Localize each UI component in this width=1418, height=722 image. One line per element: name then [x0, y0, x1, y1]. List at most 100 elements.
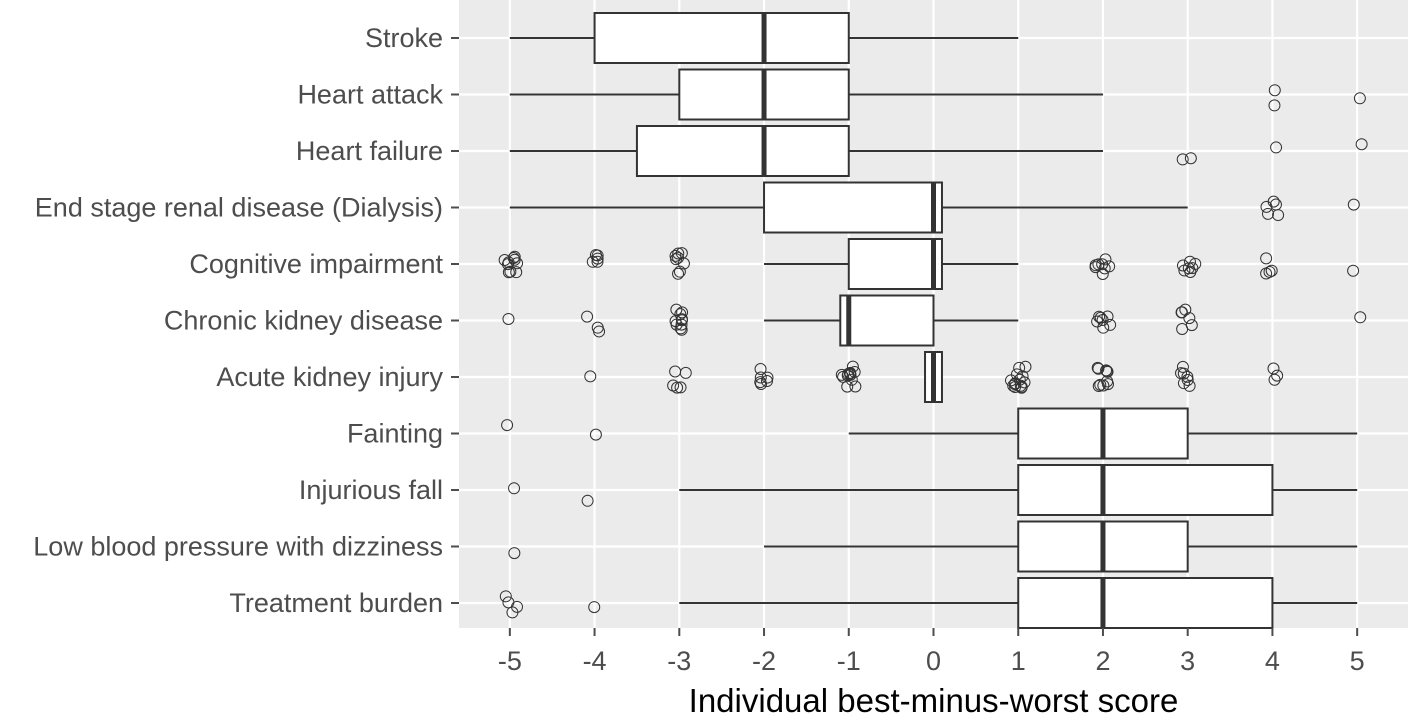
outlier-point — [841, 380, 854, 393]
outlier-point — [1355, 138, 1368, 151]
outlier-point — [1176, 259, 1189, 272]
outlier-point — [1347, 198, 1360, 211]
x-tick-label: -1 — [837, 646, 861, 676]
outlier-point — [1101, 378, 1114, 391]
outlier-point — [670, 303, 683, 316]
outlier-point — [1007, 379, 1020, 392]
box-iqr — [1017, 464, 1274, 516]
outlier-point — [1092, 362, 1105, 375]
outlier-point — [671, 381, 684, 394]
x-tick-label: 2 — [1095, 646, 1110, 676]
outlier-point — [1263, 265, 1276, 278]
outlier-point — [1175, 306, 1188, 319]
outlier-point — [511, 600, 524, 613]
box-iqr — [847, 238, 943, 290]
box-group — [509, 181, 1188, 234]
outlier-point — [670, 253, 683, 266]
outlier-point — [1183, 379, 1196, 392]
outlier-point — [1103, 260, 1116, 273]
box-iqr — [635, 125, 850, 177]
y-tick-label: Cognitive impairment — [189, 249, 443, 279]
y-axis: Stroke Heart attack Heart failure End stage… — [33, 23, 459, 618]
box-iqr — [763, 181, 943, 234]
box-group — [509, 68, 1103, 121]
box-group — [764, 294, 1019, 347]
outlier-point — [508, 547, 521, 560]
box-group — [509, 12, 1019, 64]
outlier-point — [1268, 373, 1281, 386]
x-tick-label: -4 — [583, 646, 607, 676]
outlier-point — [501, 419, 514, 432]
outlier-point — [674, 308, 687, 321]
outlier-point — [754, 371, 767, 384]
outlier-point — [1100, 364, 1113, 377]
outlier-point — [507, 251, 520, 264]
outlier-point — [1260, 252, 1273, 265]
outlier-point — [1091, 361, 1104, 374]
outlier-point — [1176, 153, 1189, 166]
outlier-point — [1091, 315, 1104, 328]
outlier-point — [593, 325, 606, 338]
outlier-point — [1181, 370, 1194, 383]
outlier-point — [754, 362, 767, 375]
outlier-point — [1096, 314, 1109, 327]
y-tick-label: Treatment burden — [229, 588, 443, 618]
outlier-point — [1269, 198, 1282, 211]
outlier-point — [1260, 200, 1273, 213]
box-group — [924, 351, 943, 403]
box-group — [509, 125, 1103, 177]
x-tick-label: 1 — [1011, 646, 1026, 676]
outlier-point — [581, 310, 594, 323]
outlier-point — [1184, 152, 1197, 165]
outlier-point — [584, 370, 597, 383]
outlier-point — [1176, 360, 1189, 373]
outlier-point — [1347, 264, 1360, 277]
outlier-point — [1101, 364, 1114, 377]
outlier-point — [1181, 374, 1194, 387]
outlier-point — [761, 375, 774, 388]
x-tick-label: 5 — [1350, 646, 1365, 676]
outlier-point — [581, 494, 594, 507]
outlier-point — [1185, 319, 1198, 332]
box-group — [764, 520, 1358, 573]
box-group — [848, 407, 1358, 460]
outlier-point — [1009, 378, 1022, 391]
outliers-layer — [498, 84, 1368, 619]
outlier-point — [672, 247, 685, 260]
outlier-point — [761, 371, 774, 384]
outlier-point — [589, 428, 602, 441]
outlier-point — [1177, 377, 1190, 390]
x-tick-label: 4 — [1265, 646, 1280, 676]
outlier-point — [1179, 303, 1192, 316]
outlier-point — [1014, 379, 1027, 392]
boxes-layer — [509, 12, 1358, 629]
y-tick-label: Acute kidney injury — [216, 362, 443, 392]
outlier-point — [844, 368, 857, 381]
outlier-point — [1182, 262, 1195, 275]
outlier-point — [499, 590, 512, 603]
y-tick-label: End stage renal disease (Dialysis) — [35, 193, 443, 223]
outlier-point — [845, 373, 858, 386]
box-iqr — [839, 294, 935, 347]
outlier-point — [755, 378, 768, 391]
outlier-point — [1009, 380, 1022, 393]
outlier-point — [1097, 321, 1110, 334]
outlier-point — [1268, 99, 1281, 112]
outlier-point — [591, 255, 604, 268]
y-tick-label: Injurious fall — [299, 475, 443, 505]
outlier-point — [1013, 361, 1026, 374]
outlier-point — [1094, 378, 1107, 391]
box-group — [764, 238, 1019, 290]
x-tick-label: -3 — [667, 646, 691, 676]
x-tick-label: 0 — [926, 646, 941, 676]
outlier-point — [588, 601, 601, 614]
outlier-point — [502, 312, 515, 325]
outlier-point — [674, 381, 687, 394]
box-iqr — [1017, 577, 1274, 629]
box-group — [679, 577, 1358, 629]
outlier-point — [1004, 374, 1017, 387]
outlier-point — [508, 482, 521, 495]
y-tick-label: Stroke — [365, 23, 443, 53]
outlier-point — [508, 253, 521, 266]
